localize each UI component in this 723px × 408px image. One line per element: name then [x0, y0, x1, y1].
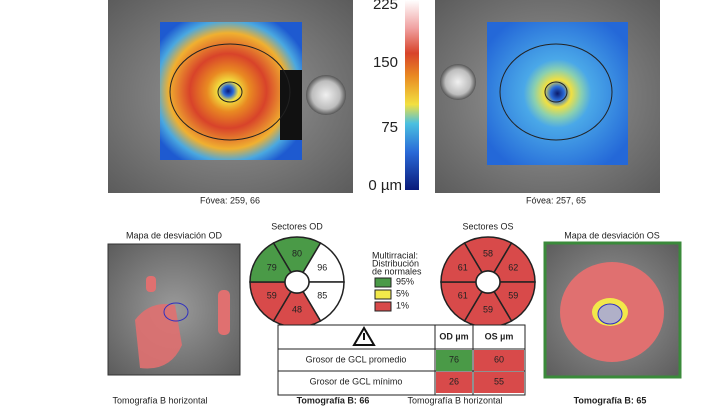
legend-title: Multirracial:: [372, 250, 418, 260]
sector-value: 96: [317, 262, 327, 272]
deviation-area: [218, 290, 230, 335]
cell-value: 26: [449, 376, 459, 386]
fovea-ellipse: [163, 302, 189, 322]
table-header: OS µm: [485, 331, 514, 341]
optic-disc: [440, 64, 476, 100]
sector-value: 62: [508, 262, 518, 272]
legend-title: Distribución: [372, 258, 419, 268]
fovea-ellipse: [597, 303, 623, 325]
footer-label: Tomografía B: 66: [297, 395, 370, 405]
legend-swatch: [374, 301, 392, 312]
sector-center: [284, 270, 310, 294]
cell-value: 55: [494, 376, 504, 386]
legend-swatch: [374, 277, 392, 288]
sector-value: 59: [483, 304, 493, 314]
fovea-label: Fóvea: 259, 66: [200, 195, 260, 205]
sector-value: 79: [267, 262, 277, 272]
cell-value: 60: [494, 354, 504, 364]
heatmap: [160, 22, 302, 160]
sector-charts: 80 96 85 48 59 79 58 62 59 59 61 61: [249, 236, 536, 328]
sector-value: 59: [267, 290, 277, 300]
cell-value: 76: [449, 354, 459, 364]
table-header: OD µm: [439, 331, 468, 341]
cell: [474, 372, 524, 393]
optic-disc: [306, 75, 346, 115]
sectors-title: Sectores OD: [271, 221, 323, 231]
ellipse: [169, 43, 291, 141]
map-title: Mapa de desviación OS: [564, 230, 660, 240]
sector-value: 58: [483, 248, 493, 258]
footer-label: Tomografía B horizontal: [407, 395, 502, 405]
table: OD µm OS µm Grosor de GCL promedio 76 60 Gros…: [277, 324, 526, 396]
heatmap-mask: [280, 70, 302, 140]
legend-label: 5%: [396, 288, 409, 298]
sector-value: 48: [292, 304, 302, 314]
colorbar-label: 150: [373, 54, 398, 71]
sector-center: [475, 270, 501, 294]
row-label: Grosor de GCL mínimo: [310, 376, 403, 386]
row-label: Grosor de GCL promedio: [306, 354, 407, 364]
cell: [474, 350, 524, 371]
map-title: Mapa de desviación OD: [126, 230, 223, 240]
sector-value: 61: [458, 290, 468, 300]
colorbar-label: 0 µm: [368, 177, 402, 194]
deviation-area: [146, 276, 156, 292]
legend-label: 1%: [396, 300, 409, 310]
footer-label: Tomografía B: 65: [574, 395, 647, 405]
colorbar: [405, 0, 419, 190]
fovea-label: Fóvea: 257, 65: [526, 195, 586, 205]
cell: [436, 372, 472, 393]
ellipse: [217, 81, 243, 103]
legend-title: de normales: [372, 266, 422, 276]
heatmap: [487, 22, 628, 165]
sector-value: 61: [458, 262, 468, 272]
colorbar-label: 75: [381, 119, 398, 136]
sectors-title: Sectores OS: [462, 221, 513, 231]
sector-value: 85: [317, 290, 327, 300]
sector-value: 59: [508, 290, 518, 300]
colorbar-label: 225: [373, 0, 398, 13]
ellipse: [499, 43, 613, 141]
legend-label: 95%: [396, 276, 414, 286]
ellipse: [544, 81, 568, 103]
cell: [436, 350, 472, 371]
sector-value: 80: [292, 248, 302, 258]
legend-swatch: [374, 289, 392, 300]
footer-label: Tomografía B horizontal: [112, 395, 207, 405]
warning-icon: [352, 326, 376, 346]
